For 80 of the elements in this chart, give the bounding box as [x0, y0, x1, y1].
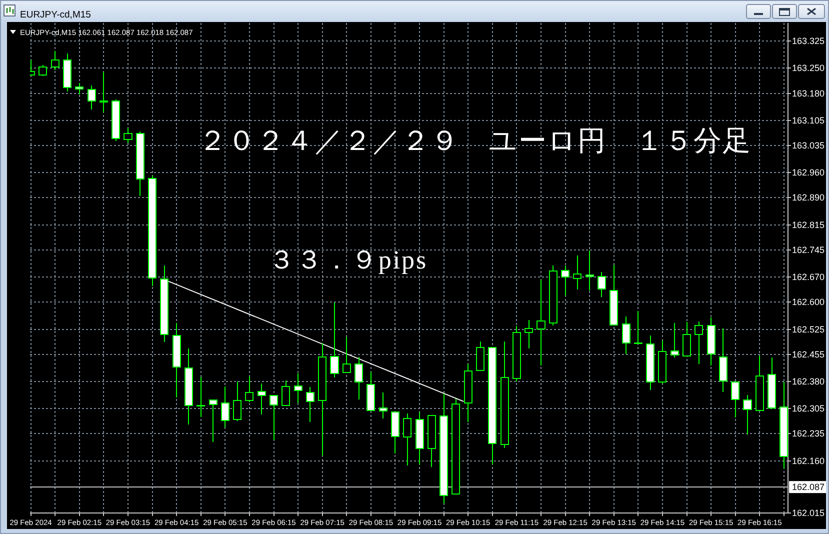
candlestick	[731, 380, 740, 418]
candlestick	[294, 373, 302, 404]
candlestick	[184, 348, 193, 426]
candlestick	[75, 82, 84, 95]
candlestick	[464, 364, 472, 423]
candlestick	[573, 254, 582, 290]
y-tick-label: 162.015	[792, 508, 825, 518]
candlestick	[427, 414, 436, 468]
text: ２０２４／２／２９ ユーロ円 １５分足	[198, 126, 752, 157]
candlestick	[743, 394, 752, 435]
candlestick	[318, 342, 327, 456]
y-tick-label: 162.815	[792, 220, 825, 230]
candlestick	[378, 392, 388, 420]
candlestick	[172, 322, 181, 398]
candlestick	[342, 336, 351, 374]
candlestick	[245, 376, 254, 403]
y-tick-label: 162.380	[792, 376, 825, 386]
candlestick	[658, 340, 667, 384]
y-tick-label: 163.250	[792, 63, 825, 74]
candlestick	[476, 341, 485, 372]
y-tick-label: 162.670	[792, 272, 825, 282]
candlestick	[768, 357, 776, 410]
y-tick-label: 162.305	[792, 404, 825, 414]
candlestick	[208, 399, 218, 443]
candlestick	[536, 279, 546, 366]
candlestick	[670, 322, 679, 358]
y-tick-label: 162.525	[792, 324, 825, 334]
candlestick	[634, 310, 642, 345]
candlestick	[306, 386, 314, 423]
candlestick	[196, 376, 206, 418]
ref-line-label: 162.087	[792, 482, 825, 492]
candlestick	[694, 320, 704, 364]
candlestick	[112, 99, 120, 142]
y-tick-label: 162.890	[792, 192, 825, 203]
y-tick-label: 162.745	[792, 244, 825, 255]
candlestick	[500, 341, 509, 448]
candlestick	[50, 50, 60, 70]
candlestick	[452, 398, 460, 496]
candlestick	[646, 334, 655, 390]
y-tick-label: 162.600	[792, 297, 825, 308]
y-tick-label: 163.105	[792, 115, 825, 126]
y-tick-label: 162.960	[792, 168, 825, 178]
candlestick	[548, 264, 558, 326]
candlestick	[366, 372, 376, 412]
candlestick	[136, 130, 144, 196]
y-tick-label: 162.455	[792, 349, 825, 360]
text: EURJPY-cd,M15	[20, 10, 91, 20]
candlestick	[706, 317, 716, 366]
candlestick	[220, 386, 230, 428]
candlestick	[512, 326, 521, 382]
candlestick	[87, 84, 96, 110]
candlestick	[233, 380, 242, 422]
candlestick	[124, 128, 132, 144]
candlestick	[282, 380, 290, 406]
candlestick	[62, 53, 72, 92]
candlestick	[622, 316, 630, 354]
annotation: ３３．９pips	[268, 246, 428, 274]
y-tick-label: 162.160	[792, 456, 825, 466]
candlestick	[148, 174, 157, 287]
candlestick	[718, 328, 728, 392]
candlestick	[682, 322, 692, 357]
candlestick	[585, 250, 594, 291]
y-tick-label: 163.180	[792, 88, 825, 98]
candlestick	[488, 346, 497, 465]
candlestick	[524, 320, 534, 350]
candlestick	[415, 412, 424, 465]
candlestick	[755, 355, 764, 412]
candlestick	[38, 64, 48, 76]
candlestick	[561, 264, 570, 296]
y-tick-label: 162.235	[792, 428, 825, 439]
candlestick	[269, 394, 278, 441]
candlestick	[99, 72, 108, 113]
y-tick-label: 163.035	[792, 140, 825, 150]
candlestick	[610, 264, 618, 326]
candlestick	[390, 411, 400, 454]
candlestick	[597, 271, 606, 298]
candlestick	[257, 383, 266, 415]
candlestick	[403, 413, 412, 466]
y-tick-label: 163.325	[792, 36, 825, 46]
candlestick	[330, 302, 339, 378]
